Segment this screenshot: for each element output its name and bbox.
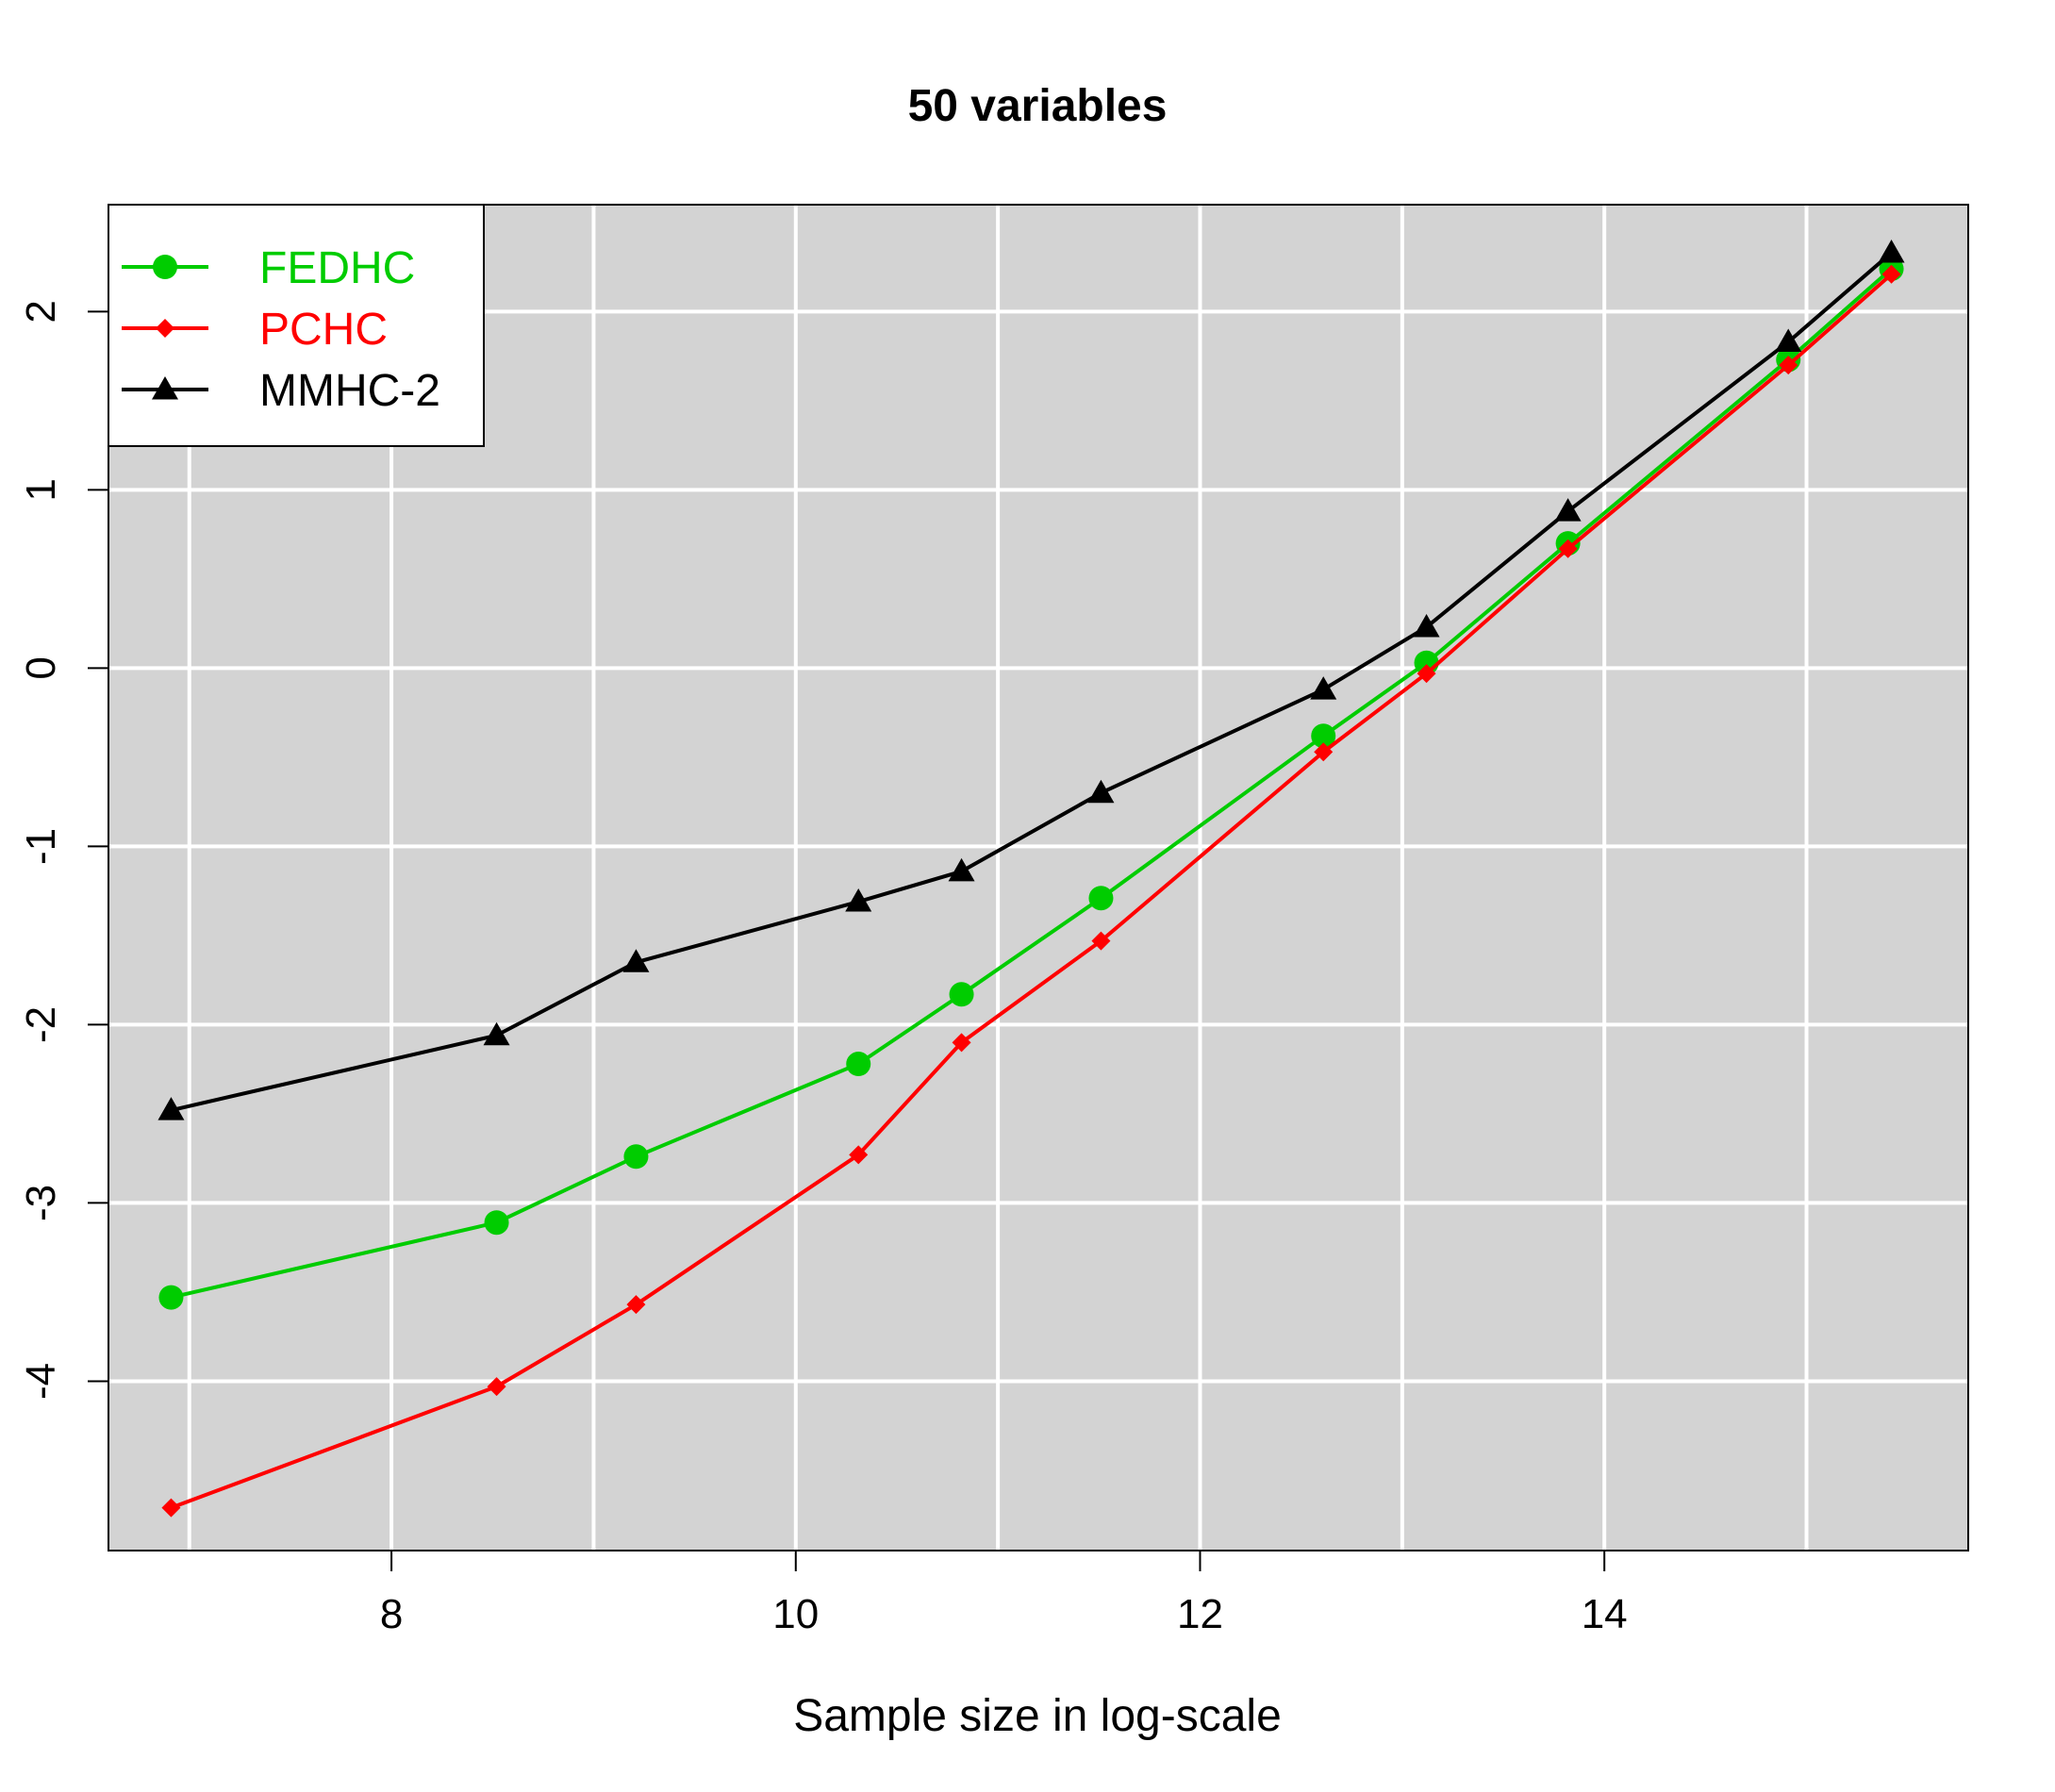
x-tick-label: 12	[1177, 1591, 1223, 1637]
legend-label: MMHC-2	[259, 366, 440, 416]
legend-label: PCHC	[259, 305, 388, 355]
data-point-pchc	[487, 1377, 506, 1397]
data-point-mmhc-2	[483, 1021, 510, 1046]
x-tick-label: 14	[1582, 1591, 1628, 1637]
y-tick-label: -1	[18, 828, 64, 865]
data-point-mmhc-2	[948, 857, 975, 882]
legend-marker-fedhc	[153, 255, 177, 279]
x-tick-label: 10	[772, 1591, 819, 1637]
data-point-mmhc-2	[157, 1097, 185, 1120]
x-tick-label: 8	[380, 1591, 403, 1637]
data-point-mmhc-2	[1413, 613, 1440, 638]
y-tick-label: -2	[18, 1006, 64, 1043]
data-point-mmhc-2	[622, 949, 650, 972]
data-point-pchc	[952, 1033, 971, 1053]
y-tick-label: 0	[18, 656, 64, 679]
data-point-mmhc-2	[1878, 240, 1905, 263]
legend-item-pchc: PCHC	[122, 305, 388, 355]
data-point-mmhc-2	[1554, 498, 1582, 522]
x-axis-label: Sample size in log-scale	[793, 1691, 1282, 1741]
data-point-pchc	[849, 1145, 869, 1165]
legend-marker-mmhc-2	[152, 376, 178, 400]
x-axis: 8 10 12 14	[380, 1551, 1628, 1637]
data-point-pchc	[1881, 264, 1901, 284]
y-tick-label: 1	[18, 478, 64, 501]
grid-lines	[108, 205, 1968, 1551]
series-lines	[157, 240, 1905, 1518]
series-mmhc-2	[157, 240, 1905, 1120]
y-tick-label: -3	[18, 1185, 64, 1221]
legend-item-fedhc: FEDHC	[122, 243, 415, 293]
data-point-pchc	[161, 1498, 181, 1518]
data-point-pchc	[1558, 539, 1578, 558]
y-axis: -4 -3 -2 -1 0 1 2	[18, 300, 108, 1400]
data-point-fedhc	[846, 1052, 871, 1077]
data-point-fedhc	[1311, 723, 1336, 749]
legend-label: FEDHC	[259, 243, 415, 293]
series-pchc	[161, 264, 1901, 1518]
legend-item-mmhc-2: MMHC-2	[122, 366, 440, 416]
data-point-mmhc-2	[1775, 328, 1802, 353]
data-point-pchc	[1417, 664, 1436, 684]
legend-marker-pchc	[156, 319, 174, 338]
plot-frame	[108, 204, 1969, 1551]
legend: FEDHC PCHC MMHC-2	[108, 204, 485, 447]
data-point-fedhc	[623, 1144, 649, 1170]
chart-title: 50 variables	[908, 81, 1168, 131]
data-point-pchc	[626, 1295, 646, 1315]
y-tick-label: 2	[18, 300, 64, 323]
data-point-mmhc-2	[845, 888, 872, 912]
data-point-fedhc	[158, 1285, 184, 1310]
data-point-pchc	[1779, 356, 1798, 375]
data-point-fedhc	[484, 1210, 509, 1236]
data-point-mmhc-2	[1310, 676, 1337, 700]
data-point-fedhc	[949, 982, 974, 1007]
data-point-pchc	[1091, 931, 1111, 951]
data-point-fedhc	[1088, 886, 1114, 911]
data-point-mmhc-2	[1087, 779, 1115, 804]
data-point-pchc	[1314, 742, 1334, 762]
y-tick-label: -4	[18, 1363, 64, 1400]
